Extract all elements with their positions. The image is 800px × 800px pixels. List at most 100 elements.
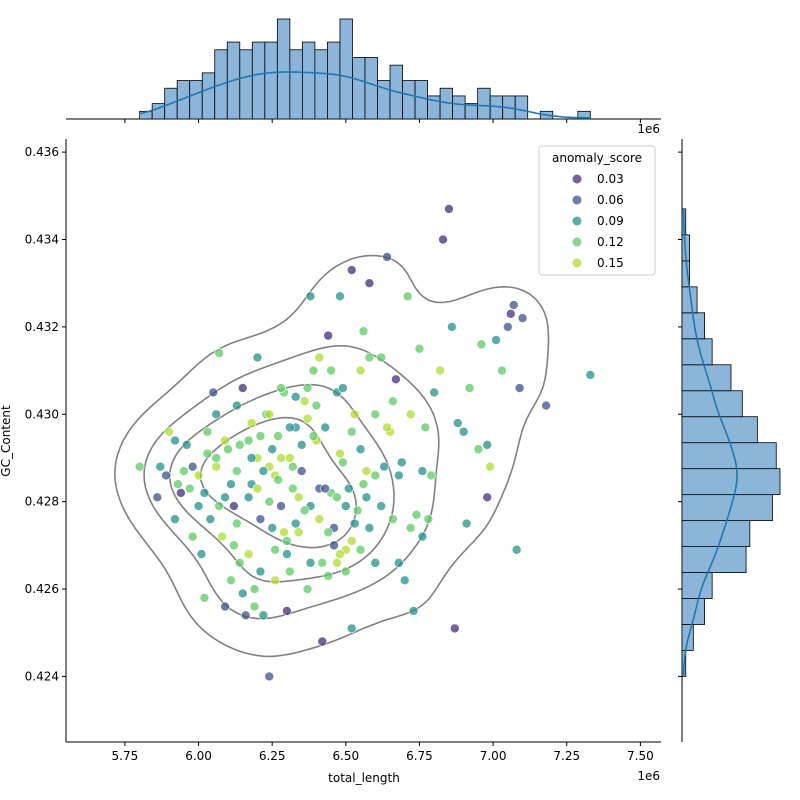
top-hist-bar — [414, 80, 428, 120]
scatter-point — [299, 505, 310, 516]
scatter-point — [497, 365, 507, 376]
right-marginal-histogram — [678, 139, 781, 742]
scatter-point — [396, 457, 407, 468]
right-hist-bar — [681, 442, 777, 470]
top-hist-bar — [327, 41, 341, 120]
scatter-point — [423, 514, 434, 524]
scatter-point — [155, 461, 166, 472]
scatter-point — [229, 501, 239, 511]
scatter-point — [382, 252, 392, 262]
scatter-point — [338, 383, 348, 393]
scatter-point — [246, 418, 257, 428]
scatter-point — [220, 601, 230, 612]
top-hist-bar — [339, 18, 353, 120]
scatter-point — [252, 483, 263, 494]
scatter-point — [370, 558, 381, 568]
scatter-point — [394, 558, 404, 568]
scatter-point — [211, 453, 222, 463]
scatter-point — [181, 440, 192, 450]
scatter-point — [214, 348, 224, 358]
scatter-point — [237, 383, 248, 393]
scatter-point — [426, 470, 437, 481]
right-kde-line — [682, 208, 738, 677]
scatter-point — [302, 383, 313, 393]
scatter-points — [134, 204, 596, 682]
top-hist-bar — [514, 95, 529, 120]
scatter-point — [173, 479, 183, 489]
scatter-point — [461, 518, 472, 529]
scatter-point — [341, 566, 351, 577]
scatter-point — [255, 514, 266, 524]
y-tick-label: 0.426 — [25, 582, 59, 596]
legend: anomaly_score 0.03 0.06 0.09 0.12 0.15 — [538, 145, 656, 276]
top-hist-bar — [402, 80, 416, 120]
right-hist-bar — [681, 364, 732, 392]
scatter-point — [202, 426, 213, 437]
scatter-point — [279, 527, 289, 538]
scatter-point — [352, 505, 363, 516]
x-axis: 5.75 6.00 6.25 6.50 6.75 7.00 7.25 7.50 — [112, 742, 654, 763]
scatter-point — [217, 531, 227, 542]
scatter-point — [323, 330, 333, 341]
scatter-point — [240, 610, 251, 621]
scatter-point — [514, 383, 525, 393]
top-hist-bar — [577, 110, 591, 120]
scatter-point — [214, 501, 224, 511]
scatter-point — [311, 400, 322, 411]
scatter-point — [205, 514, 216, 524]
scatter-point — [223, 444, 233, 455]
scatter-point — [346, 426, 357, 437]
scatter-point — [276, 501, 286, 511]
legend-title: anomaly_score — [552, 151, 642, 165]
scatter-point — [164, 426, 174, 437]
scatter-point — [452, 418, 463, 428]
scatter-point — [288, 461, 298, 472]
scatter-point — [243, 435, 254, 446]
top-hist-bar — [201, 72, 216, 120]
top-hist-bar — [189, 80, 203, 120]
scatter-point — [293, 527, 304, 538]
scatter-point — [234, 558, 245, 568]
scatter-point — [258, 466, 269, 476]
scatter-point — [464, 383, 475, 393]
scatter-point — [450, 623, 460, 634]
legend-marker — [572, 216, 582, 226]
scatter-point — [270, 575, 280, 586]
scatter-point — [361, 466, 372, 476]
scatter-point — [388, 514, 398, 524]
scatter-point — [417, 531, 428, 542]
legend-marker — [572, 195, 582, 205]
x-tick-label: 7.25 — [553, 749, 580, 763]
scatter-point — [170, 435, 180, 446]
top-hist-bar — [289, 49, 303, 120]
scatter-point — [405, 409, 416, 420]
scatter-point — [355, 544, 366, 555]
scatter-point — [249, 584, 260, 594]
scatter-point — [332, 558, 342, 568]
scatter-point — [273, 431, 283, 441]
x-tick-label: 6.25 — [259, 749, 286, 763]
scatter-point — [258, 610, 269, 621]
scatter-point — [220, 492, 230, 503]
scatter-point — [273, 475, 283, 485]
scatter-point — [208, 387, 219, 398]
scatter-point — [314, 352, 325, 363]
legend-entry-label: 0.15 — [597, 256, 624, 270]
kde-contour-line — [114, 254, 550, 658]
scatter-point — [305, 558, 316, 568]
scatter-point — [152, 492, 163, 503]
y-axis-label: GC_Content — [0, 405, 13, 477]
scatter-point — [435, 365, 445, 376]
scatter-point — [226, 575, 236, 586]
scatter-point — [243, 549, 254, 559]
x-tick-label: 6.75 — [406, 749, 433, 763]
scatter-point — [343, 483, 354, 494]
x-tick-label: 6.00 — [185, 749, 212, 763]
scatter-point — [323, 527, 333, 538]
scatter-point — [323, 571, 333, 581]
scatter-point — [332, 492, 342, 503]
scatter-point — [444, 204, 454, 214]
scatter-point — [264, 671, 275, 682]
top-hist-bar — [314, 49, 328, 120]
scatter-point — [220, 435, 230, 446]
